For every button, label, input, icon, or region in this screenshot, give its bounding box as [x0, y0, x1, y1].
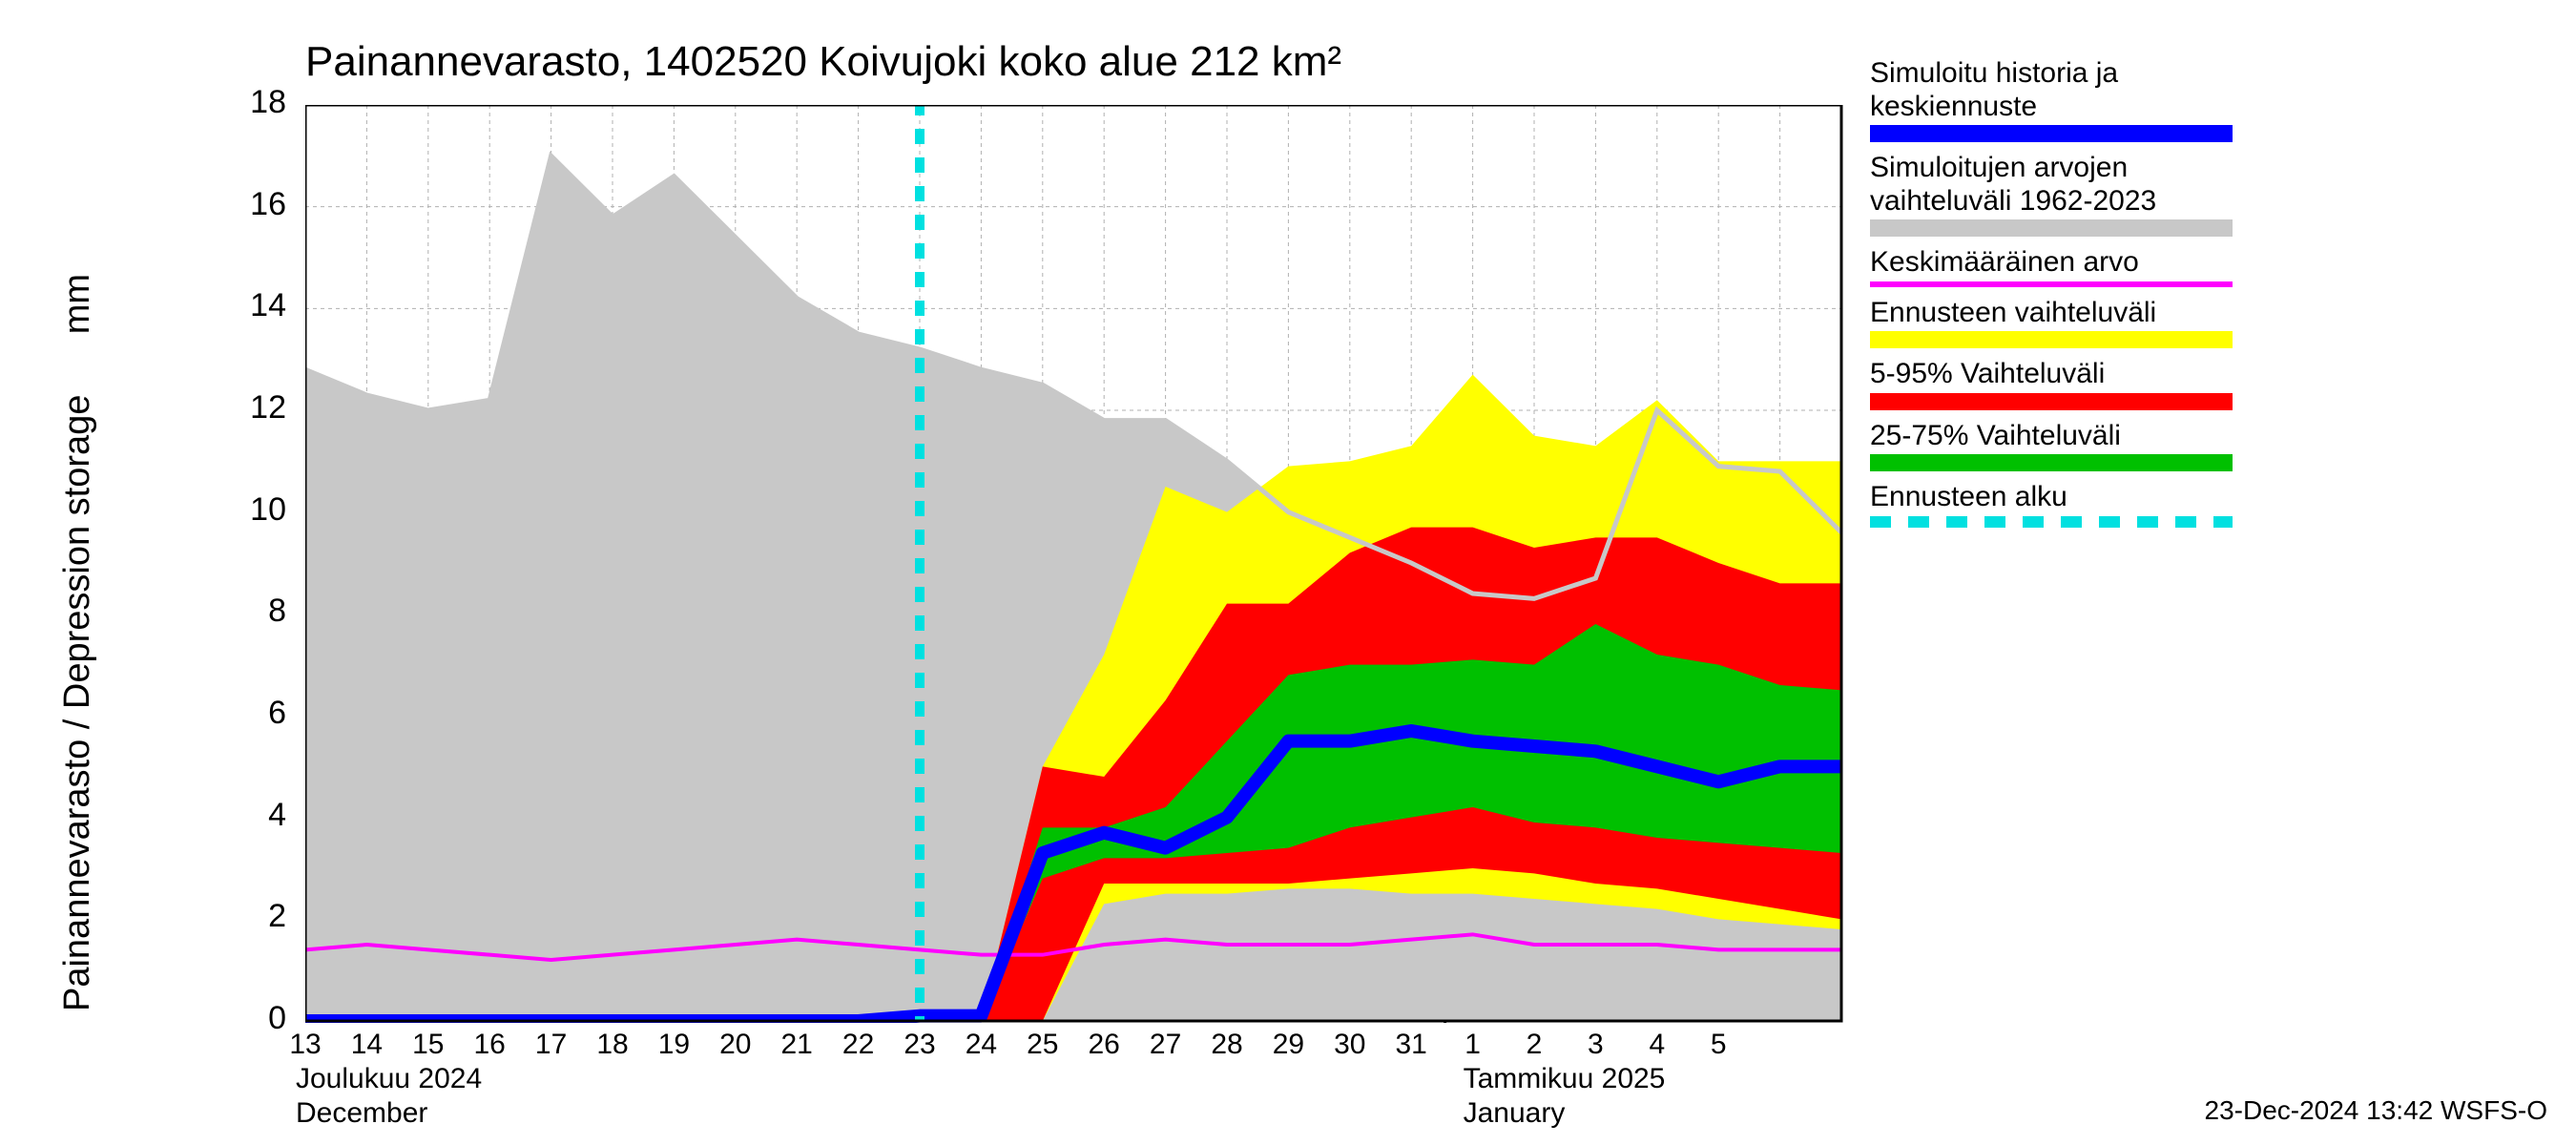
month-label: December [296, 1097, 427, 1130]
x-tick-label: 16 [466, 1029, 513, 1061]
legend-swatch [1870, 219, 2233, 237]
y-tick-label: 18 [210, 84, 286, 121]
legend-swatch [1870, 393, 2233, 410]
y-tick-label: 0 [210, 1000, 286, 1037]
x-tick-label: 26 [1080, 1029, 1128, 1061]
x-tick-label: 22 [835, 1029, 883, 1061]
x-tick-label: 13 [281, 1029, 329, 1061]
month-label: January [1464, 1097, 1566, 1130]
legend-text: Keskimääräinen arvo [1870, 246, 2233, 280]
y-axis-label-main: Painannevarasto / Depression storage [57, 395, 97, 1011]
y-tick-label: 12 [210, 389, 286, 427]
legend-text: Simuloitu historia ja [1870, 57, 2233, 91]
legend-text: Simuloitujen arvojen [1870, 152, 2233, 185]
x-tick-label: 18 [589, 1029, 636, 1061]
y-tick-label: 14 [210, 287, 286, 324]
x-tick-label: 4 [1633, 1029, 1681, 1061]
y-tick-label: 8 [210, 593, 286, 630]
legend-text: keskiennuste [1870, 91, 2233, 124]
legend-swatch [1870, 516, 2233, 528]
x-tick-label: 24 [957, 1029, 1005, 1061]
legend-text: Ennusteen vaihteluväli [1870, 297, 2233, 330]
x-tick-label: 20 [712, 1029, 759, 1061]
x-tick-label: 28 [1203, 1029, 1251, 1061]
legend-item: Simuloitu historia jakeskiennuste [1870, 57, 2233, 142]
y-tick-label: 16 [210, 186, 286, 223]
y-tick-label: 4 [210, 797, 286, 834]
legend-text: vaihteluväli 1962-2023 [1870, 185, 2233, 219]
x-tick-label: 23 [896, 1029, 944, 1061]
x-tick-label: 1 [1449, 1029, 1497, 1061]
legend-text: Ennusteen alku [1870, 481, 2233, 514]
legend-swatch [1870, 281, 2233, 287]
x-tick-label: 5 [1694, 1029, 1742, 1061]
x-tick-label: 31 [1387, 1029, 1435, 1061]
month-label: Tammikuu 2025 [1464, 1063, 1666, 1095]
legend-item: Ennusteen alku [1870, 481, 2233, 528]
y-tick-label: 2 [210, 898, 286, 935]
y-axis-label: Painannevarasto / Depression storage mm [57, 274, 98, 1011]
x-tick-label: 25 [1019, 1029, 1067, 1061]
month-label: Joulukuu 2024 [296, 1063, 482, 1095]
x-tick-label: 15 [405, 1029, 452, 1061]
plot-area [305, 105, 1843, 1023]
x-tick-label: 29 [1264, 1029, 1312, 1061]
x-tick-label: 14 [343, 1029, 390, 1061]
legend-swatch [1870, 125, 2233, 142]
legend: Simuloitu historia jakeskiennusteSimuloi… [1870, 57, 2233, 537]
x-tick-label: 19 [650, 1029, 697, 1061]
legend-item: Keskimääräinen arvo [1870, 246, 2233, 287]
x-tick-label: 30 [1326, 1029, 1374, 1061]
x-tick-label: 17 [528, 1029, 575, 1061]
legend-item: 5-95% Vaihteluväli [1870, 358, 2233, 410]
legend-item: Ennusteen vaihteluväli [1870, 297, 2233, 349]
x-tick-label: 3 [1571, 1029, 1619, 1061]
legend-item: Simuloitujen arvojenvaihteluväli 1962-20… [1870, 152, 2233, 237]
chart-container: Painannevarasto, 1402520 Koivujoki koko … [0, 0, 2576, 1145]
x-tick-label: 2 [1510, 1029, 1558, 1061]
legend-item: 25-75% Vaihteluväli [1870, 420, 2233, 472]
legend-text: 5-95% Vaihteluväli [1870, 358, 2233, 391]
chart-title: Painannevarasto, 1402520 Koivujoki koko … [305, 38, 1341, 86]
y-tick-label: 10 [210, 491, 286, 529]
legend-text: 25-75% Vaihteluväli [1870, 420, 2233, 453]
x-tick-label: 27 [1142, 1029, 1190, 1061]
legend-swatch [1870, 454, 2233, 471]
footer-timestamp: 23-Dec-2024 13:42 WSFS-O [2205, 1095, 2548, 1126]
x-tick-label: 21 [773, 1029, 821, 1061]
y-axis-label-unit: mm [57, 274, 97, 334]
legend-swatch [1870, 331, 2233, 348]
y-tick-label: 6 [210, 695, 286, 732]
